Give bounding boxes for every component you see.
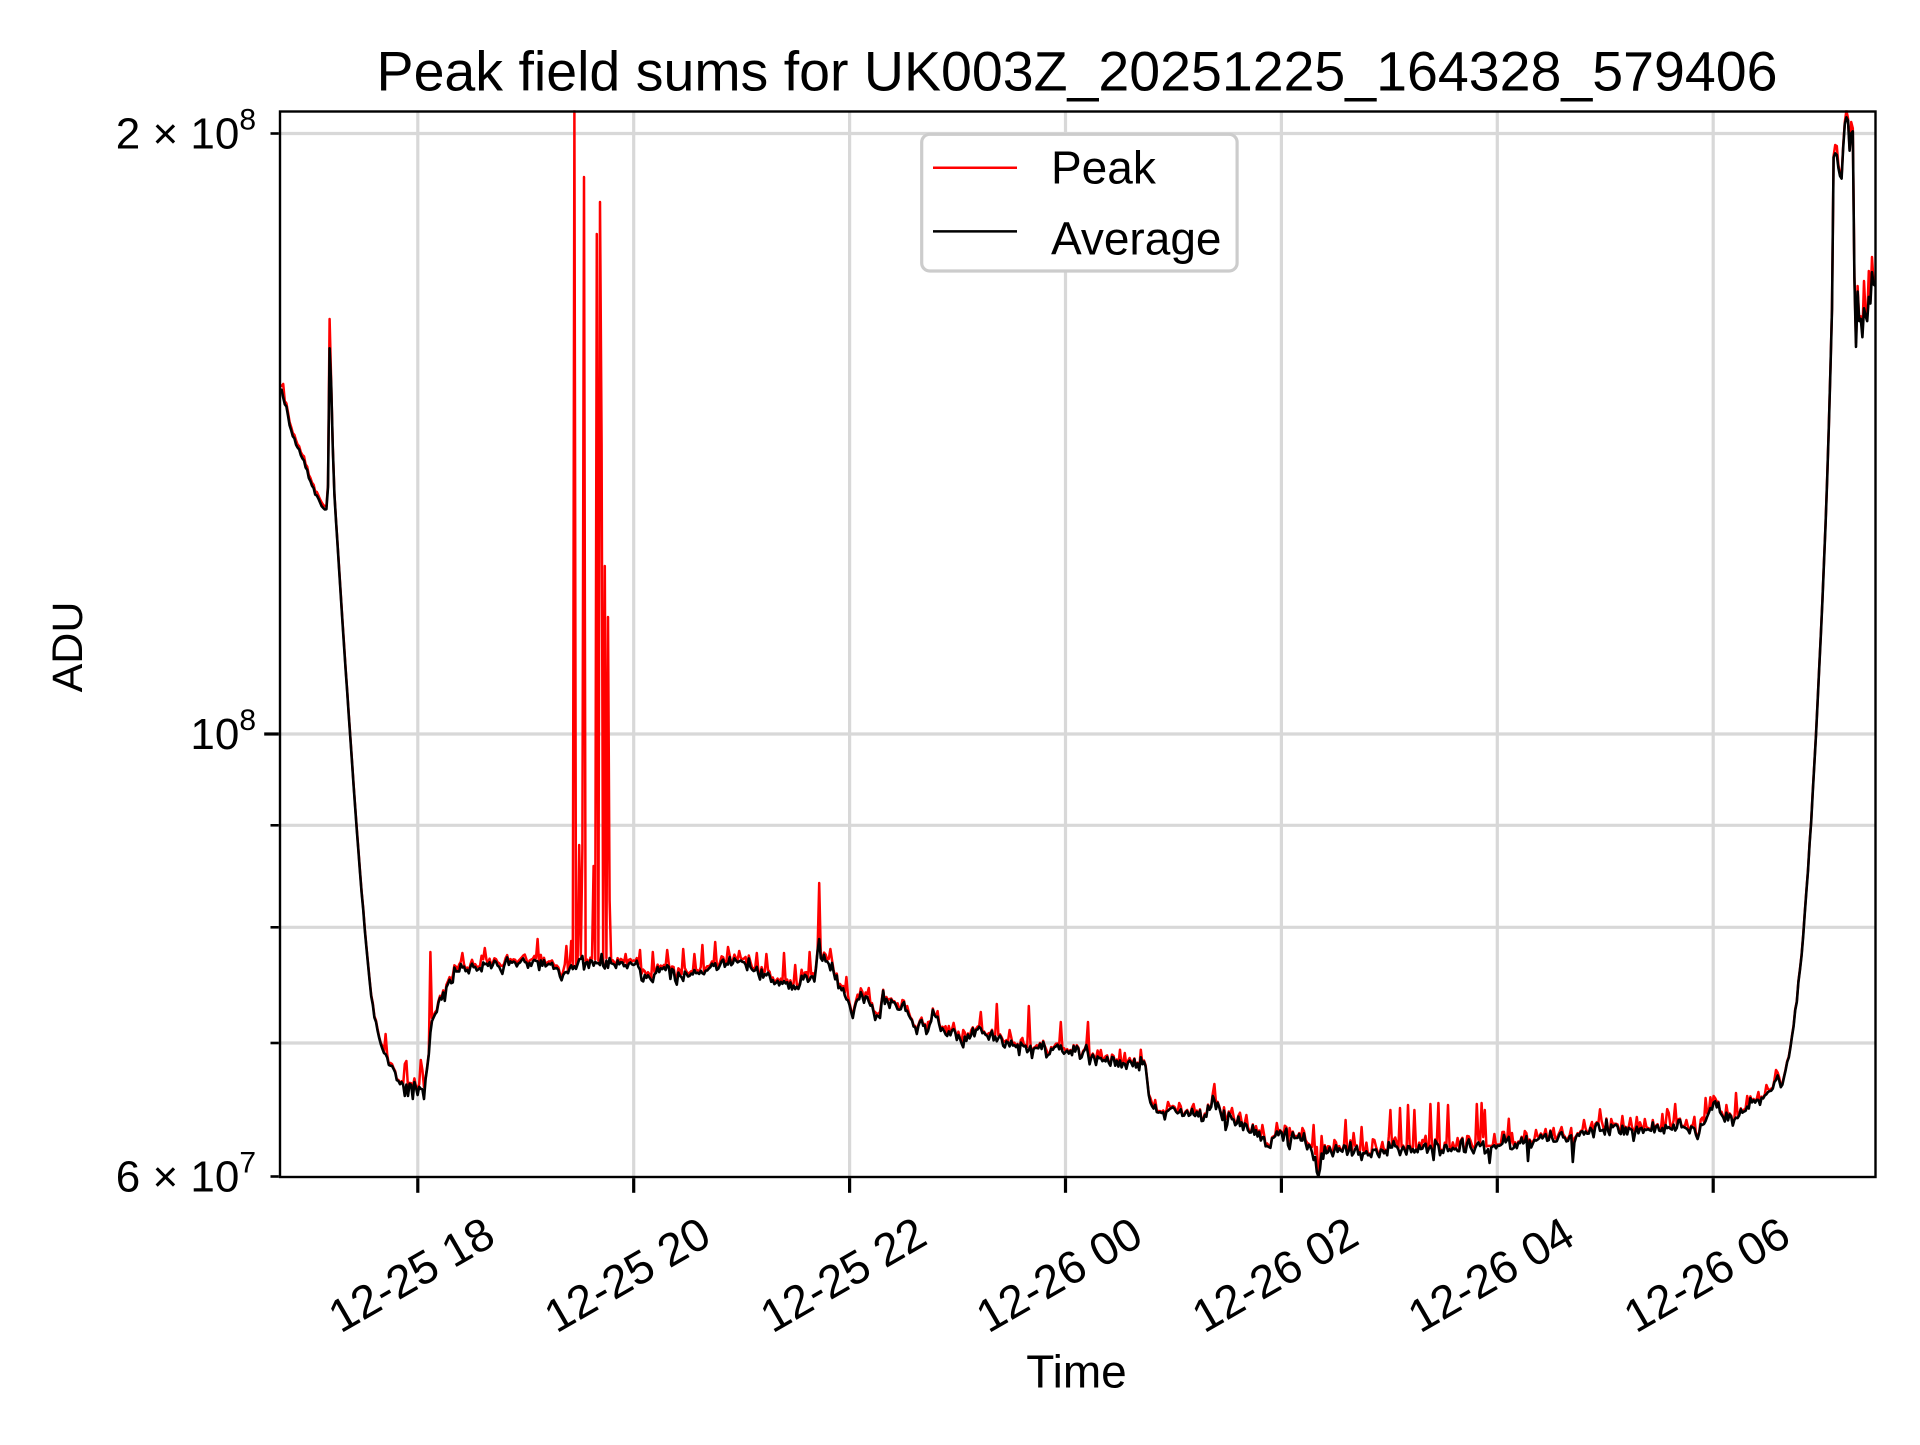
- svg-text:2 × 108: 2 × 108: [116, 104, 256, 159]
- svg-text:108: 108: [190, 704, 256, 759]
- svg-text:Time: Time: [1026, 1346, 1127, 1398]
- svg-text:Peak: Peak: [1051, 141, 1157, 193]
- svg-text:Peak field sums for UK003Z_202: Peak field sums for UK003Z_20251225_1643…: [377, 41, 1778, 103]
- svg-text:6 × 107: 6 × 107: [116, 1147, 256, 1202]
- svg-text:ADU: ADU: [44, 602, 92, 693]
- svg-text:Average: Average: [1051, 213, 1222, 265]
